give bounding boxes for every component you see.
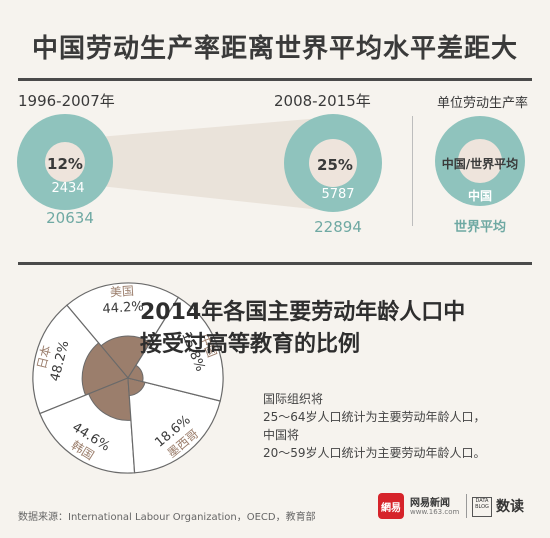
section-divider: [18, 262, 532, 265]
notes: 国际组织将 25～64岁人口统计为主要劳动年龄人口， 中国将 20～59岁人口统…: [263, 390, 486, 462]
china-value-2: 5787: [321, 187, 354, 202]
sector-category-label: 美国: [109, 284, 134, 300]
legend-separator: [412, 116, 413, 226]
sector-value-label: 44.2%: [102, 299, 144, 317]
world-value-2: 22894: [314, 218, 362, 236]
legend-china-label: 中国: [468, 188, 492, 203]
legend-china-bubble: [458, 139, 502, 183]
section2-title-line1: 2014年各国主要劳动年龄人口中: [140, 300, 466, 325]
sector-frame-0: [66, 282, 180, 380]
sector-frame-4: [127, 296, 224, 402]
sector-frame-3: [127, 377, 221, 474]
note-line: 中国将: [263, 428, 300, 442]
note-line: 25～64岁人口统计为主要劳动年龄人口，: [263, 410, 486, 424]
title-underline: [18, 78, 532, 81]
data-source: 数据来源：International Labour Organization，O…: [18, 512, 316, 523]
legend-world-label: 世界平均: [454, 219, 506, 235]
note-line: 20～59岁人口统计为主要劳动年龄人口。: [263, 446, 486, 460]
sector-wedge-4: [127, 364, 144, 383]
datablog-logo-icon: DATA BLOG: [472, 497, 492, 517]
china-bubble-2: [309, 139, 357, 187]
sub-brand: 数读: [496, 499, 524, 515]
legend-ratio-label: 中国/世界平均: [442, 156, 518, 171]
china-bubble-1: [45, 142, 85, 182]
legend-title: 单位劳动生产率: [436, 96, 528, 111]
ratio-band: [63, 118, 321, 210]
sector-category-label: 日本: [34, 344, 53, 371]
world-value-1: 20634: [46, 209, 94, 227]
netease-logo-icon: 網易: [378, 493, 404, 519]
china-value-1: 2434: [51, 181, 84, 196]
section2-title: 2014年各国主要劳动年龄人口中 接受过高等教育的比例: [140, 297, 465, 361]
brand-url: www.163.com: [410, 508, 460, 516]
page-title: 中国劳动生产率距离世界平均水平差距大: [31, 34, 518, 64]
sector-wedge-0: [100, 335, 151, 379]
brand-name: 网易新闻: [410, 498, 450, 509]
period-label-1: 1996-2007年: [18, 92, 115, 110]
brand-divider: [466, 494, 467, 518]
note-line: 国际组织将: [263, 392, 324, 406]
ratio-label-1: 12%: [47, 155, 83, 173]
ratio-label-2: 25%: [317, 156, 353, 174]
section2-title-line2: 接受过高等教育的比例: [140, 332, 361, 357]
sector-wedge-2: [88, 377, 132, 421]
period-label-2: 2008-2015年: [274, 92, 371, 110]
